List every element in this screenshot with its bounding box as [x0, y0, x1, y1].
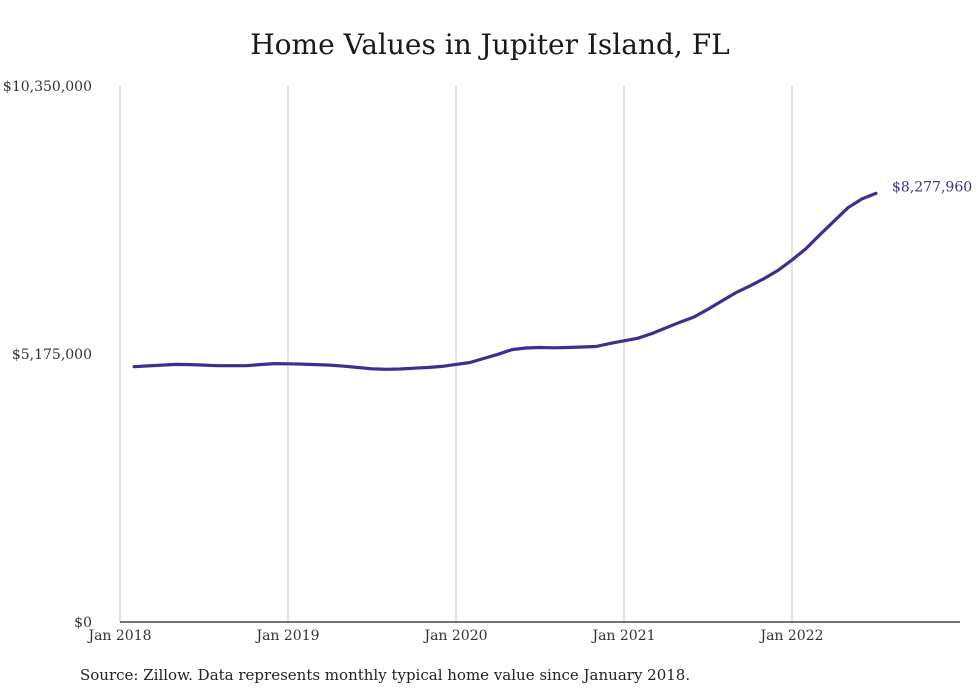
y-tick-label: $10,350,000	[3, 79, 92, 95]
end-value-label: $8,277,960	[892, 179, 972, 195]
x-tick-label: Jan 2018	[86, 628, 151, 644]
x-tick-label: Jan 2021	[590, 628, 655, 644]
y-tick-label: $5,175,000	[12, 347, 92, 363]
series-line	[132, 191, 878, 371]
x-tick-label: Jan 2019	[254, 628, 319, 644]
x-tick-label: Jan 2022	[758, 628, 823, 644]
source-note: Source: Zillow. Data represents monthly …	[80, 666, 691, 684]
chart-title: Home Values in Jupiter Island, FL	[250, 28, 730, 61]
y-tick-label: $0	[74, 615, 92, 631]
x-tick-label: Jan 2020	[422, 628, 487, 644]
